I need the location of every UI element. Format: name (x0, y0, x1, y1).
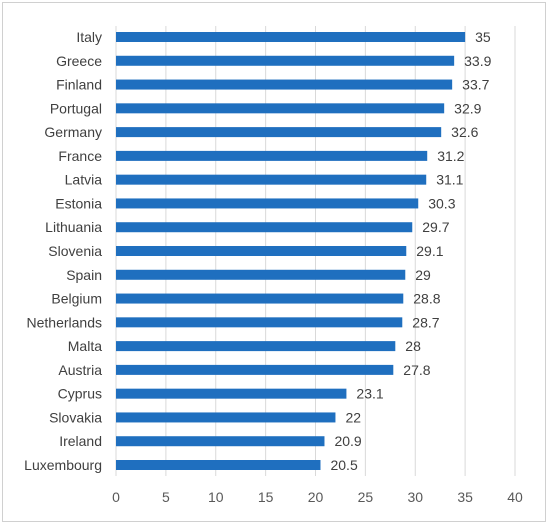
bar-slovakia (116, 412, 336, 423)
value-label-spain: 29 (415, 267, 431, 283)
x-tick-label-20: 20 (308, 489, 324, 505)
category-label-slovakia: Slovakia (49, 409, 102, 425)
value-label-latvia: 31.1 (436, 172, 463, 188)
bar-netherlands (116, 317, 403, 328)
value-label-slovenia: 29.1 (416, 243, 443, 259)
bar-germany (116, 127, 442, 138)
value-label-ireland: 20.9 (334, 433, 361, 449)
value-label-portugal: 32.9 (454, 100, 481, 116)
bar-belgium (116, 293, 404, 304)
category-label-latvia: Latvia (65, 172, 103, 188)
category-label-ireland: Ireland (59, 433, 102, 449)
category-label-greece: Greece (56, 53, 102, 69)
value-label-lithuania: 29.7 (422, 219, 449, 235)
value-label-belgium: 28.8 (413, 291, 440, 307)
category-label-austria: Austria (58, 362, 102, 378)
bar-spain (116, 269, 406, 280)
bar-malta (116, 341, 396, 352)
x-tick-label-5: 5 (162, 489, 170, 505)
category-label-portugal: Portugal (50, 100, 102, 116)
category-label-france: France (58, 148, 102, 164)
category-label-belgium: Belgium (51, 291, 102, 307)
bar-finland (116, 79, 453, 90)
bar-france (116, 150, 428, 161)
x-tick-label-0: 0 (112, 489, 120, 505)
category-label-lithuania: Lithuania (45, 219, 102, 235)
bar-estonia (116, 198, 419, 209)
value-label-finland: 33.7 (462, 77, 489, 93)
x-tick-label-40: 40 (507, 489, 523, 505)
bar-latvia (116, 174, 427, 185)
category-label-spain: Spain (66, 267, 102, 283)
bar-ireland (116, 436, 325, 447)
category-label-cyprus: Cyprus (58, 386, 102, 402)
x-tick-label-30: 30 (407, 489, 423, 505)
bar-italy (116, 32, 466, 42)
value-label-slovakia: 22 (345, 409, 361, 425)
value-label-italy: 35 (475, 29, 491, 45)
category-label-slovenia: Slovenia (48, 243, 102, 259)
x-tick-label-10: 10 (208, 489, 224, 505)
category-label-netherlands: Netherlands (27, 314, 103, 330)
x-tick-label-35: 35 (457, 489, 473, 505)
value-label-greece: 33.9 (464, 53, 491, 69)
category-label-estonia: Estonia (55, 195, 102, 211)
value-label-austria: 27.8 (403, 362, 430, 378)
category-label-italy: Italy (76, 29, 102, 45)
x-tick-label-15: 15 (258, 489, 274, 505)
bar-slovenia (116, 246, 407, 256)
bar-luxembourg (116, 460, 321, 470)
value-label-france: 31.2 (437, 148, 464, 164)
category-label-luxembourg: Luxembourg (24, 457, 102, 473)
bar-portugal (116, 103, 445, 114)
value-label-malta: 28 (405, 338, 421, 354)
value-label-germany: 32.6 (451, 124, 478, 140)
value-label-luxembourg: 20.5 (330, 457, 357, 473)
value-label-cyprus: 23.1 (356, 386, 383, 402)
bar-cyprus (116, 388, 347, 399)
category-label-finland: Finland (56, 77, 102, 93)
bar-greece (116, 55, 455, 66)
value-label-netherlands: 28.7 (412, 314, 439, 330)
category-label-germany: Germany (44, 124, 102, 140)
x-tick-label-25: 25 (358, 489, 374, 505)
bar-lithuania (116, 222, 413, 233)
value-label-estonia: 30.3 (428, 195, 455, 211)
bar-austria (116, 364, 394, 375)
category-label-malta: Malta (68, 338, 102, 354)
